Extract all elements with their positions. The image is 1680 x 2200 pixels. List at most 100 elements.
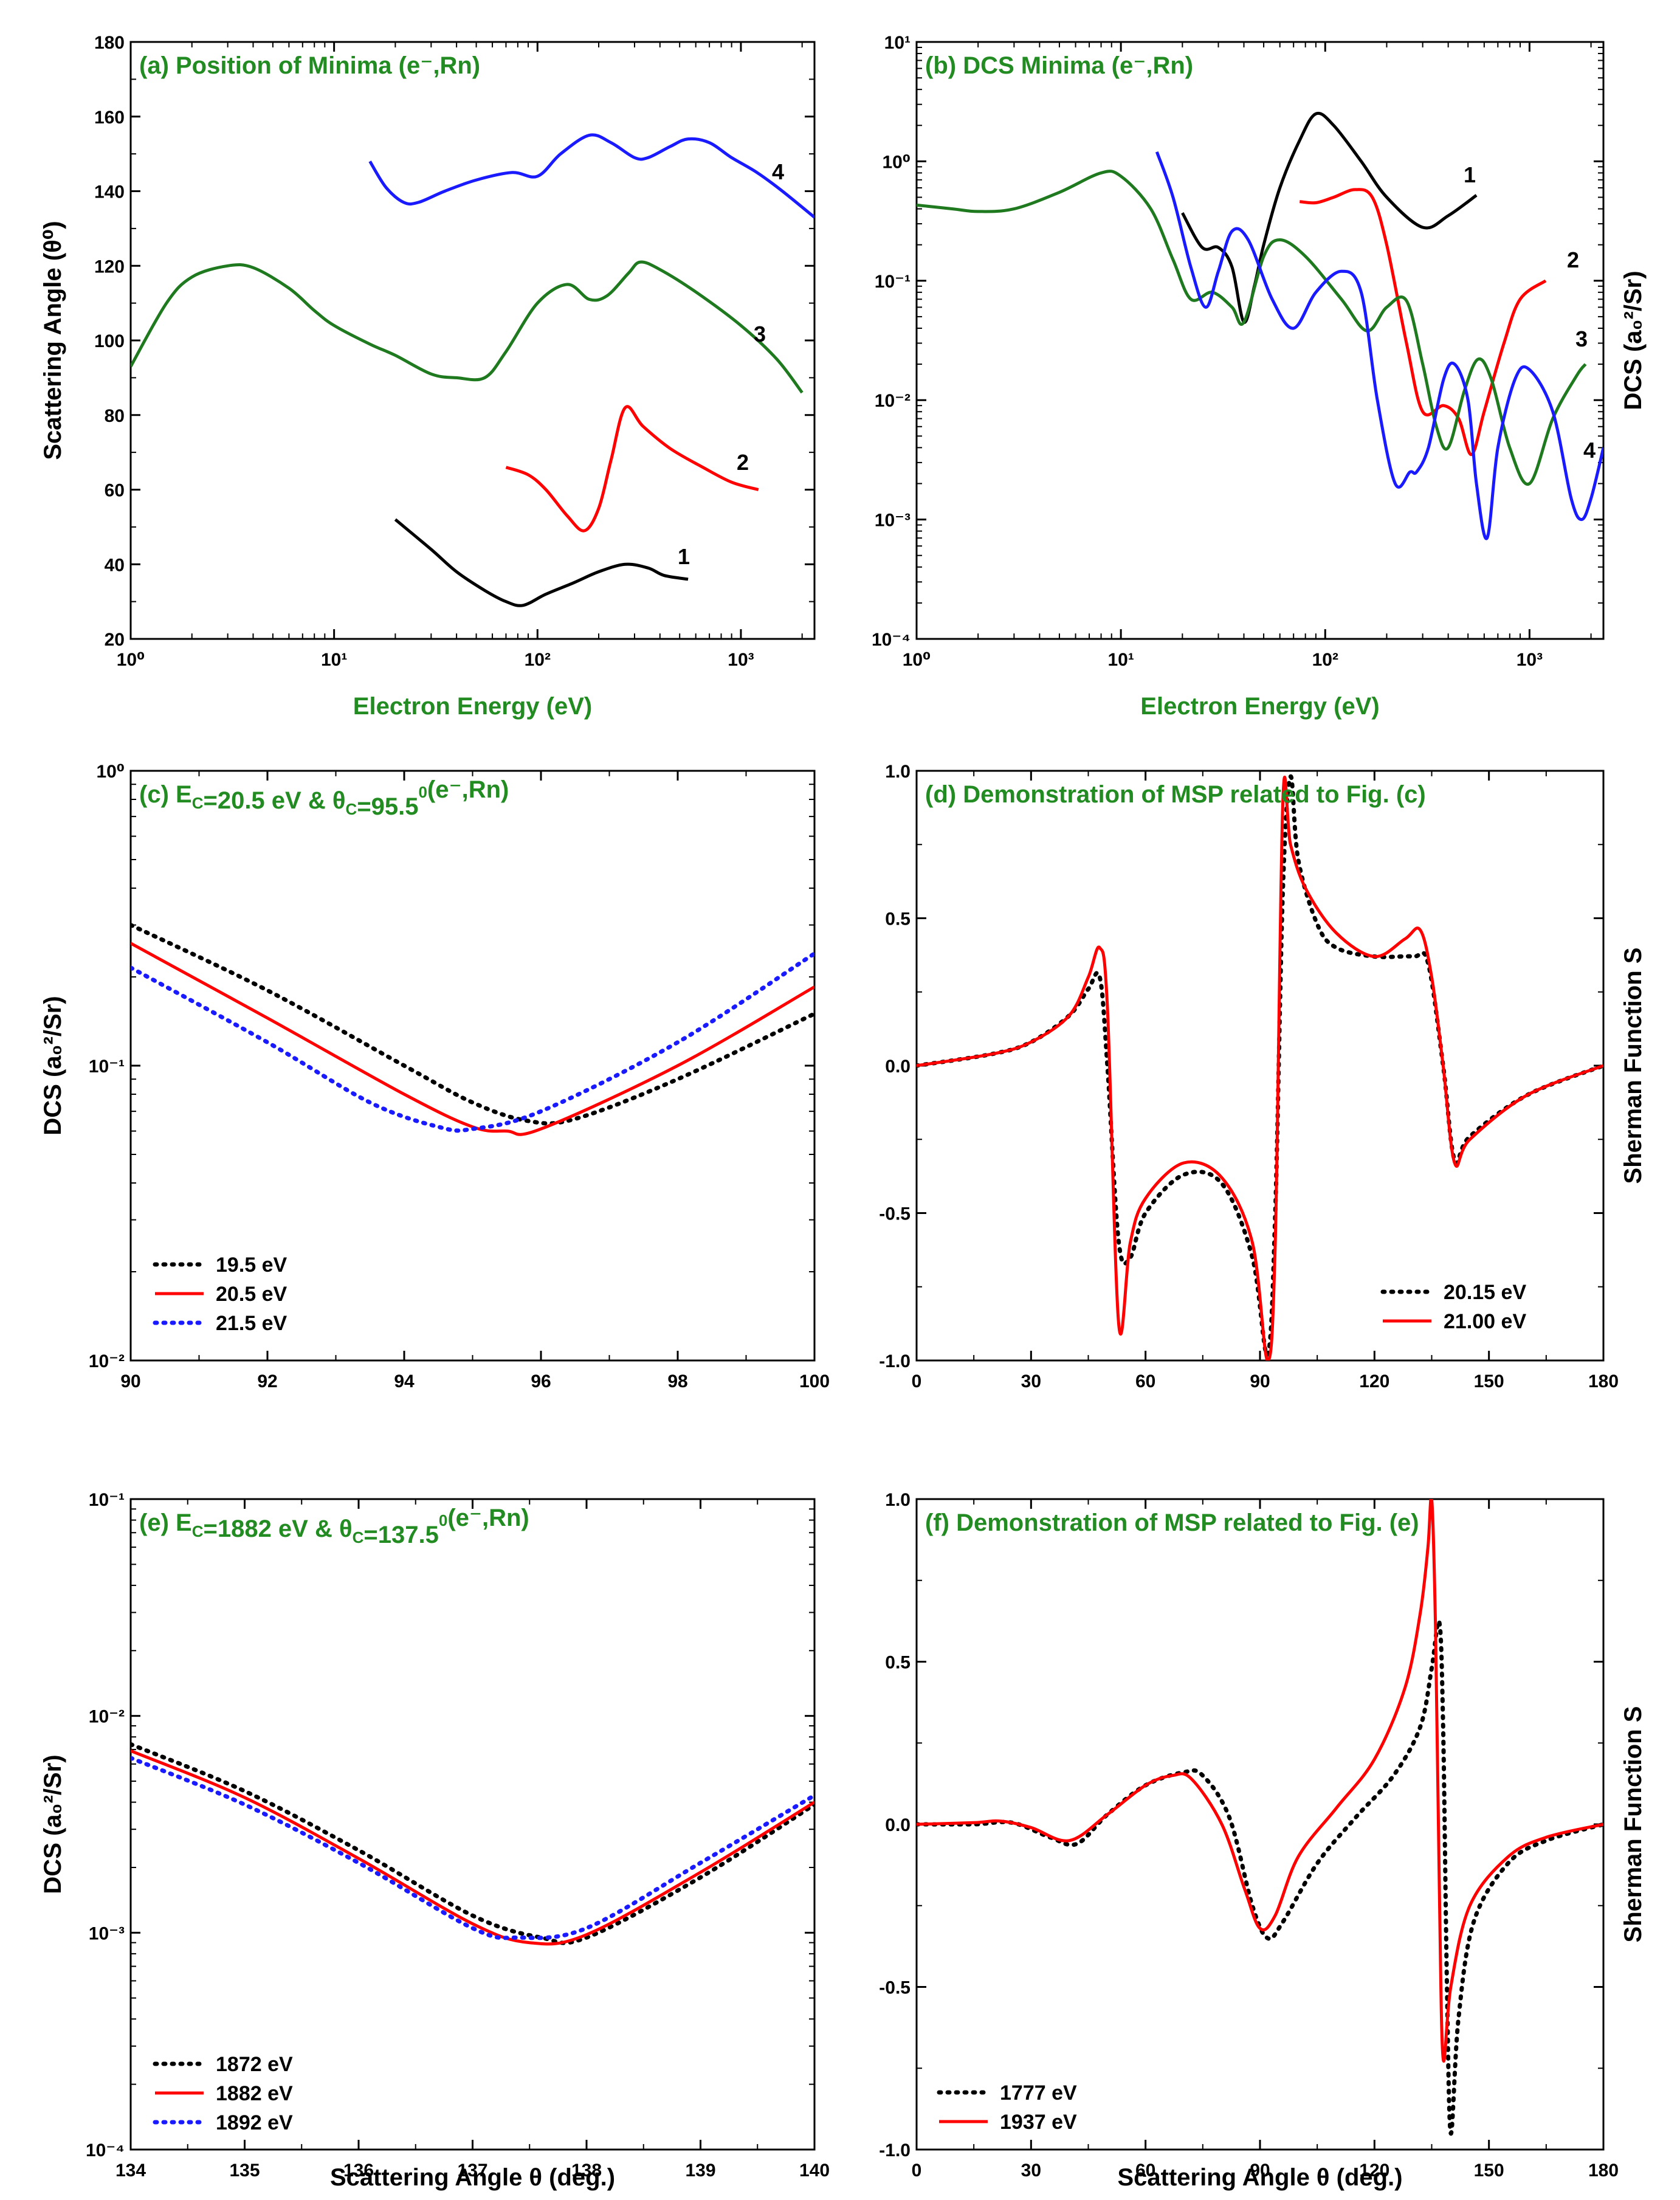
series-line-20-5-ev bbox=[131, 942, 814, 1136]
x-tick-label: 139 bbox=[685, 2160, 715, 2181]
x-tick-label: 30 bbox=[1021, 1371, 1041, 1391]
panel-f: 0 30 60 90 120 150 180 -1.0 -0.5 0.0 0.5 1.0 1777 eV… bbox=[879, 1490, 1647, 2191]
legend-label: 1937 eV bbox=[1000, 2111, 1077, 2134]
x-tick-label: 10³ bbox=[1516, 650, 1543, 670]
y-tick-label: 180 bbox=[94, 33, 125, 53]
series-group bbox=[131, 1742, 814, 1946]
panel-title: (f) Demonstration of MSP related to Fig.… bbox=[925, 1509, 1419, 1536]
x-tick-label: 0 bbox=[912, 2160, 922, 2181]
y-tick-label: -0.5 bbox=[879, 1978, 911, 1998]
curve-label: 3 bbox=[754, 322, 766, 347]
x-tick-label: 98 bbox=[667, 1371, 687, 1391]
curve-label: 1 bbox=[678, 544, 690, 569]
x-tick-label: 0 bbox=[912, 1371, 922, 1391]
curve-label: 2 bbox=[737, 450, 749, 475]
x-tick-label: 10⁰ bbox=[117, 650, 145, 670]
y-tick-label: 10⁰ bbox=[882, 152, 911, 172]
panel-title: (b) DCS Minima (e⁻,Rn) bbox=[925, 52, 1193, 79]
y-tick-label: 1.0 bbox=[885, 1490, 911, 1510]
series-line-1882-ev bbox=[131, 1749, 814, 1946]
series-group bbox=[917, 111, 1603, 540]
x-tick-label: 96 bbox=[531, 1371, 551, 1391]
x-tick-label: 90 bbox=[120, 1371, 140, 1391]
y-tick-label: 10⁻² bbox=[875, 391, 911, 411]
series-line-1 bbox=[394, 518, 689, 607]
y-tick-label: 40 bbox=[105, 555, 125, 575]
series-line-20-15-ev bbox=[917, 774, 1603, 1357]
series-line-1777-ev bbox=[917, 1619, 1603, 2136]
panel-title: (d) Demonstration of MSP related to Fig.… bbox=[925, 781, 1426, 808]
y-tick-label: 80 bbox=[105, 406, 125, 426]
y-tick-label: 140 bbox=[94, 182, 125, 202]
x-tick-label: 90 bbox=[1250, 2160, 1270, 2181]
legend-label: 1892 eV bbox=[216, 2111, 293, 2134]
y-axis-title: Scattering Angle (θ⁰) bbox=[40, 221, 66, 460]
plot-frame bbox=[915, 41, 1605, 640]
plot-frame bbox=[129, 1498, 816, 2151]
panel-title: (c) EC=20.5 eV & θC=95.50(e⁻,Rn) bbox=[139, 776, 509, 820]
x-tick-label: 134 bbox=[115, 2160, 146, 2181]
x-tick-label: 100 bbox=[799, 1371, 830, 1391]
x-tick-label: 136 bbox=[343, 2160, 374, 2181]
curve-label: 3 bbox=[1575, 326, 1588, 351]
y-tick-label: 0.5 bbox=[885, 1653, 911, 1673]
panel-b: 10⁰ 10¹ 10² 10³ 10⁻⁴ 10⁻³ 10⁻² 10⁻¹ 10⁰ 10¹ 1 2 3 4 (b… bbox=[872, 33, 1647, 720]
x-tick-label: 60 bbox=[1135, 2160, 1155, 2181]
x-tick-label: 120 bbox=[1359, 1371, 1389, 1391]
y-tick-label: 10⁻³ bbox=[89, 1923, 125, 1943]
panel-title: (a) Position of Minima (e⁻,Rn) bbox=[139, 52, 480, 79]
series-line-2 bbox=[505, 405, 759, 533]
series-line-21-00-ev bbox=[917, 776, 1603, 1360]
legend-label: 1872 eV bbox=[216, 2053, 293, 2076]
x-tick-label: 137 bbox=[457, 2160, 487, 2181]
legend-label: 19.5 eV bbox=[216, 1253, 287, 1277]
y-tick-label: 10⁰ bbox=[96, 762, 125, 782]
curve-label: 1 bbox=[1464, 162, 1476, 187]
y-tick-label: 20 bbox=[105, 630, 125, 650]
x-axis-title: Electron Energy (eV) bbox=[1140, 693, 1379, 720]
y-axis-title: DCS (a₀²/Sr) bbox=[40, 996, 66, 1135]
y-axis-title: DCS (a₀²/Sr) bbox=[1620, 271, 1647, 410]
x-tick-label: 10² bbox=[1312, 650, 1338, 670]
x-tick-label: 92 bbox=[257, 1371, 277, 1391]
y-tick-label: 10⁻¹ bbox=[875, 272, 911, 292]
y-tick-label: -1.0 bbox=[879, 2140, 911, 2160]
y-tick-label: -1.0 bbox=[879, 1351, 911, 1371]
x-tick-label: 90 bbox=[1250, 1371, 1270, 1391]
series-group bbox=[131, 923, 814, 1136]
x-tick-label: 150 bbox=[1474, 2160, 1504, 2181]
legend-label: 1882 eV bbox=[216, 2082, 293, 2105]
x-tick-label: 140 bbox=[799, 2160, 830, 2181]
series-line-21-5-ev bbox=[131, 951, 814, 1133]
series-line-1872-ev bbox=[131, 1742, 814, 1945]
y-tick-label: 60 bbox=[105, 481, 125, 501]
y-tick-label: 10⁻¹ bbox=[89, 1490, 125, 1510]
x-tick-label: 10⁰ bbox=[903, 650, 931, 670]
y-tick-label: 10⁻¹ bbox=[89, 1057, 125, 1077]
x-tick-label: 10² bbox=[525, 650, 551, 670]
x-tick-label: 180 bbox=[1588, 1371, 1619, 1391]
x-tick-label: 180 bbox=[1588, 2160, 1619, 2181]
y-tick-label: 10⁻⁴ bbox=[872, 630, 911, 650]
series-line-1 bbox=[1181, 111, 1478, 324]
y-tick-label: 1.0 bbox=[885, 762, 911, 782]
panel-c: 90 92 94 96 98 100 10⁻² 10⁻¹ 10⁰ 19.5 eV 20.5 eV 21… bbox=[40, 762, 830, 1391]
series-line-3 bbox=[917, 170, 1587, 486]
y-tick-label: 10⁻² bbox=[89, 1351, 125, 1371]
x-tick-label: 150 bbox=[1474, 1371, 1504, 1391]
x-tick-label: 60 bbox=[1135, 1371, 1155, 1391]
plot-frame bbox=[915, 770, 1605, 1362]
y-axis-title: DCS (a₀²/Sr) bbox=[40, 1754, 66, 1894]
y-tick-label: 10⁻² bbox=[89, 1707, 125, 1727]
series-line-4 bbox=[1155, 151, 1603, 540]
y-tick-label: 10¹ bbox=[884, 33, 911, 53]
series-group bbox=[917, 774, 1603, 1360]
x-tick-label: 120 bbox=[1359, 2160, 1389, 2181]
y-axis-title: Sherman Function S bbox=[1620, 948, 1647, 1184]
x-axis-title: Electron Energy (eV) bbox=[353, 693, 592, 720]
legend-label: 20.5 eV bbox=[216, 1283, 287, 1306]
y-tick-label: 160 bbox=[94, 108, 125, 128]
y-tick-label: 0.0 bbox=[885, 1815, 911, 1835]
plot-frame bbox=[129, 41, 816, 640]
